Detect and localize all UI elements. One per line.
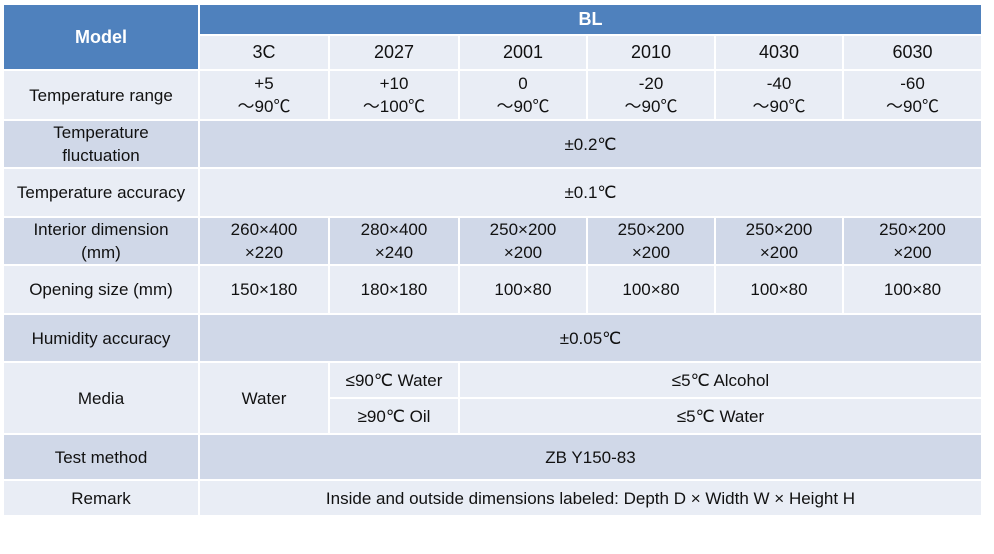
cell-line: +10 (379, 74, 409, 93)
cell-line: ～90℃ (624, 97, 678, 116)
cell-line: 250×200 (879, 220, 946, 239)
cell-line: -60 (900, 74, 925, 93)
row-label: Media (4, 363, 198, 433)
row-temperature-range: Temperature range +5 ～90℃ +10 ～100℃ 0 ～90℃ … (4, 71, 981, 119)
model-cell: 4030 (716, 36, 842, 69)
label-line: (mm) (81, 243, 121, 262)
cell-line: -40 (766, 74, 792, 93)
cell-line: ～90℃ (752, 97, 806, 116)
row-interior-dimension: Interior dimension (mm) 260×400 ×220 280×4… (4, 218, 981, 264)
cell-line: 280×400 (360, 220, 428, 239)
cell-line: +5 (254, 74, 274, 93)
table-cell: ≤5℃ Alcohol (460, 363, 981, 397)
table-cell: Water (200, 363, 328, 433)
cell-line: ×200 (503, 243, 543, 262)
cell-line: 250×200 (489, 220, 557, 239)
cell-line: ×240 (374, 243, 414, 262)
table-cell: +10 ～100℃ (330, 71, 458, 119)
row-media: Media Water ≤90℃ Water ≤5℃ Alcohol (4, 363, 981, 433)
table-cell: -60 ～90℃ (844, 71, 981, 119)
table-cell: 150×180 (200, 266, 328, 313)
table-cell: 250×200 ×200 (716, 218, 842, 264)
table-cell: ±0.1℃ (200, 169, 981, 216)
cell-line: ～90℃ (237, 97, 291, 116)
cell-line: ～100℃ (362, 97, 426, 116)
label-line: Temperature (53, 123, 149, 142)
cell-line: ×200 (759, 243, 799, 262)
cell-line: 0 (518, 74, 528, 93)
table-cell: 250×200 ×200 (588, 218, 714, 264)
row-label: Interior dimension (mm) (4, 218, 198, 264)
table-cell: 250×200 ×200 (460, 218, 586, 264)
row-label: Temperature fluctuation (4, 121, 198, 167)
table-cell: ≥90℃ Oil (330, 399, 458, 433)
table-cell: +5 ～90℃ (200, 71, 328, 119)
row-label: Remark (4, 481, 198, 515)
model-cell: 6030 (844, 36, 981, 69)
row-label: Test method (4, 435, 198, 479)
cell-line: ×220 (244, 243, 284, 262)
row-media-sub: ≥90℃ Oil ≤5℃ Water (4, 399, 981, 433)
label-line: Interior dimension (33, 220, 169, 239)
model-cell: 3C (200, 36, 328, 69)
table-cell: -40 ～90℃ (716, 71, 842, 119)
table-cell: 180×180 (330, 266, 458, 313)
row-temperature-fluctuation: Temperature fluctuation ±0.2℃ (4, 121, 981, 167)
table-cell: ZB Y150-83 (200, 435, 981, 479)
row-label: Opening size (mm) (4, 266, 198, 313)
table-cell: 250×200 ×200 (844, 218, 981, 264)
spec-table: Model BL 3C 2027 2001 2010 4030 6030 Tem… (2, 3, 983, 517)
row-humidity-accuracy: Humidity accuracy ±0.05℃ (4, 315, 981, 361)
row-label: Temperature range (4, 71, 198, 119)
model-cell: 2001 (460, 36, 586, 69)
table-cell: Inside and outside dimensions labeled: D… (200, 481, 981, 515)
table-cell: 0 ～90℃ (460, 71, 586, 119)
table-cell: 260×400 ×220 (200, 218, 328, 264)
row-opening-size: Opening size (mm) 150×180 180×180 100×80… (4, 266, 981, 313)
cell-line: ×200 (631, 243, 671, 262)
table-cell: 100×80 (716, 266, 842, 313)
row-label: Humidity accuracy (4, 315, 198, 361)
cell-line: -20 (638, 74, 664, 93)
model-cell: 2027 (330, 36, 458, 69)
cell-line: 250×200 (617, 220, 685, 239)
cell-line: 260×400 (230, 220, 298, 239)
cell-line: ×200 (893, 243, 932, 262)
table-cell: 100×80 (588, 266, 714, 313)
table-cell: 100×80 (844, 266, 981, 313)
row-test-method: Test method ZB Y150-83 (4, 435, 981, 479)
table-cell: ≤5℃ Water (460, 399, 981, 433)
row-label: Temperature accuracy (4, 169, 198, 216)
row-temperature-accuracy: Temperature accuracy ±0.1℃ (4, 169, 981, 216)
table-cell: 280×400 ×240 (330, 218, 458, 264)
table-cell: 100×80 (460, 266, 586, 313)
model-cell: 2010 (588, 36, 714, 69)
table-cell: ±0.05℃ (200, 315, 981, 361)
series-header: BL (200, 5, 981, 34)
cell-line: ～90℃ (886, 97, 939, 116)
model-header: Model (4, 5, 198, 69)
table-cell: ≤90℃ Water (330, 363, 458, 397)
cell-line: ～90℃ (496, 97, 550, 116)
row-remark: Remark Inside and outside dimensions lab… (4, 481, 981, 515)
table-cell: -20 ～90℃ (588, 71, 714, 119)
cell-line: 250×200 (745, 220, 813, 239)
label-line: fluctuation (62, 146, 140, 165)
table-cell: ±0.2℃ (200, 121, 981, 167)
